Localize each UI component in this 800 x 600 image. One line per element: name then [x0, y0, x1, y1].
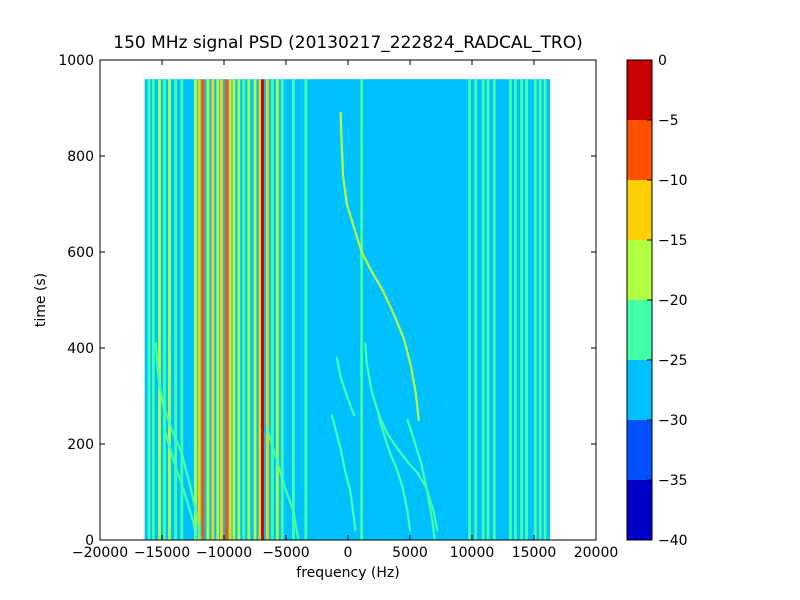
x-axis-label: frequency (Hz) — [296, 565, 399, 581]
psd-vertical-line-31 — [474, 79, 478, 540]
psd-vertical-line-17 — [237, 79, 241, 540]
colorbar-tick-label-4: −20 — [658, 293, 688, 309]
psd-vertical-line-27 — [292, 79, 295, 540]
psd-vertical-line-40 — [538, 79, 542, 540]
psd-chirp-0 — [339, 111, 420, 422]
colorbar-ticks: −40 −35 −30 −25 −20 −15 −10 −5 0 — [647, 53, 688, 549]
psd-chirp-5 — [377, 416, 412, 532]
y-tick-labels: 0 200 400 600 800 1000 — [58, 53, 94, 549]
psd-vertical-line-9 — [201, 79, 205, 540]
psd-vertical-line-33 — [486, 79, 490, 540]
psd-vertical-line-7 — [194, 79, 197, 540]
y-tick-label-0: 0 — [85, 533, 94, 549]
x-tick-label-8: 20000 — [574, 545, 619, 561]
colorbar-frame — [626, 59, 653, 541]
y-tick-label-4: 800 — [67, 149, 94, 165]
colorbar-tick-label-0: −40 — [658, 533, 688, 549]
psd-vertical-line-14 — [225, 79, 228, 540]
colorbar-band-3 — [627, 300, 652, 360]
psd-heatmap — [144, 79, 551, 540]
plot-frame — [99, 59, 597, 541]
colorbar-tick-label-3: −25 — [658, 353, 688, 369]
colorbar-band-4 — [627, 240, 652, 300]
colorbar-band-6 — [627, 120, 652, 180]
psd-vertical-line-28 — [304, 79, 308, 540]
psd-vertical-line-12 — [216, 79, 220, 540]
psd-vertical-line-8 — [197, 79, 201, 540]
x-tick-label-1: −15000 — [134, 545, 190, 561]
psd-vertical-line-37 — [520, 79, 523, 540]
psd-vertical-line-34 — [492, 79, 496, 540]
psd-vertical-line-39 — [533, 79, 537, 540]
colorbar: −40 −35 −30 −25 −20 −15 −10 −5 0 — [626, 53, 688, 549]
x-tick-label-0: −20000 — [72, 545, 128, 561]
psd-vertical-line-32 — [481, 79, 485, 540]
psd-vertical-line-19 — [247, 79, 251, 540]
y-tick-label-3: 600 — [67, 245, 94, 261]
colorbar-tick-label-6: −10 — [658, 173, 688, 189]
psd-chirp-1 — [154, 342, 202, 540]
psd-vertical-line-21 — [258, 79, 262, 540]
psd-vertical-line-4 — [168, 79, 171, 540]
psd-vertical-line-0 — [147, 79, 151, 540]
psd-vertical-line-29 — [360, 79, 364, 540]
colorbar-tick-label-8: 0 — [658, 53, 667, 69]
psd-chirp-2 — [163, 428, 198, 540]
psd-vertical-line-18 — [242, 79, 246, 540]
psd-vertical-line-10 — [206, 79, 210, 540]
psd-vertical-line-26 — [280, 79, 284, 540]
colorbar-band-2 — [627, 360, 652, 420]
x-tick-label-5: 5000 — [392, 545, 428, 561]
y-tick-label-2: 400 — [67, 341, 94, 357]
psd-features — [147, 79, 547, 540]
x-tick-label-2: −10000 — [196, 545, 252, 561]
psd-vertical-line-25 — [275, 79, 279, 540]
psd-vertical-line-11 — [211, 79, 215, 540]
colorbar-band-1 — [627, 420, 652, 480]
colorbar-band-0 — [627, 480, 652, 540]
psd-vertical-line-5 — [174, 79, 178, 540]
psd-vertical-line-1 — [151, 79, 155, 540]
colorbar-bands — [627, 60, 652, 540]
psd-vertical-line-41 — [543, 79, 547, 540]
x-tick-labels: −20000 −15000 −10000 −5000 0 5000 10000 15000 20… — [72, 545, 618, 561]
psd-vertical-line-23 — [266, 79, 269, 540]
psd-vertical-line-24 — [270, 79, 274, 540]
psd-vertical-line-15 — [228, 79, 232, 540]
colorbar-tick-label-2: −30 — [658, 413, 688, 429]
colorbar-tick-label-5: −15 — [658, 233, 688, 249]
x-tick-label-6: 10000 — [450, 545, 495, 561]
plot-area — [99, 59, 597, 541]
y-tick-label-1: 200 — [67, 437, 94, 453]
colorbar-band-7 — [627, 60, 652, 120]
psd-vertical-line-35 — [509, 79, 512, 540]
psd-vertical-line-22 — [261, 79, 264, 540]
psd-chirp-4 — [330, 414, 357, 532]
colorbar-tick-label-1: −35 — [658, 473, 688, 489]
x-tick-label-7: 15000 — [512, 545, 557, 561]
psd-vertical-line-16 — [232, 79, 236, 540]
x-tick-label-4: 0 — [344, 545, 353, 561]
psd-vertical-line-20 — [253, 79, 257, 540]
psd-vertical-line-30 — [468, 79, 471, 540]
y-axis-label: time (s) — [33, 273, 49, 327]
psd-chirp-8 — [335, 356, 356, 417]
x-tick-label-3: −5000 — [262, 545, 309, 561]
psd-vertical-line-13 — [220, 79, 223, 540]
colorbar-tick-label-7: −5 — [658, 113, 679, 129]
psd-vertical-line-2 — [158, 79, 161, 540]
psd-chirp-3 — [266, 428, 300, 540]
psd-vertical-line-3 — [163, 79, 166, 540]
colorbar-band-5 — [627, 180, 652, 240]
psd-vertical-line-6 — [180, 79, 184, 540]
psd-vertical-line-38 — [525, 79, 528, 540]
chart-title: 150 MHz signal PSD (20130217_222824_RADC… — [113, 33, 582, 53]
psd-chirp-7 — [406, 418, 436, 540]
psd-vertical-line-36 — [514, 79, 517, 540]
y-tick-label-5: 1000 — [58, 53, 94, 69]
